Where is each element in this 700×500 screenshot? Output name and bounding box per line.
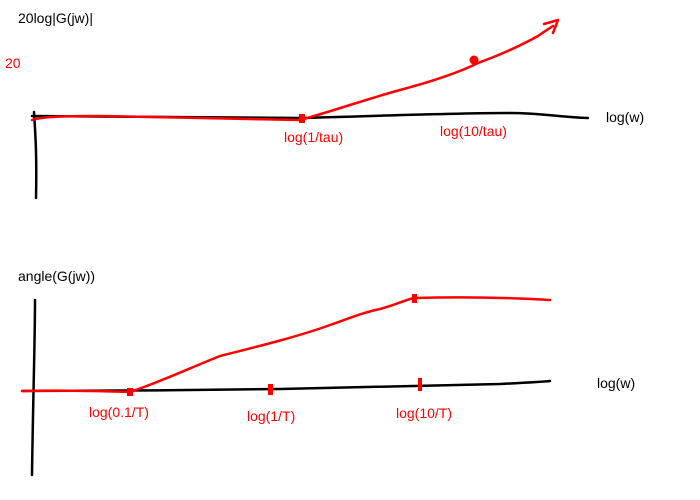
- magnitude-plot: 20log|G(jw)| 20 log(w) log(1/tau) log(10…: [5, 10, 644, 200]
- phase-y-axis: [30, 298, 37, 477]
- phase-tick-label-10-T: log(10/T): [396, 405, 452, 421]
- phase-marker-1-T: [268, 384, 273, 395]
- magnitude-y-tick-20: 20: [5, 55, 21, 71]
- phase-curve: [20, 296, 552, 394]
- phase-x-axis: [20, 379, 552, 393]
- magnitude-arrowhead: [542, 18, 560, 35]
- corner-frequency-marker: [299, 114, 305, 123]
- phase-marker-0.1-T: [127, 388, 133, 396]
- phase-plot: angle(G(jw)) log(w) log(0.1/T) log(1/T) …: [18, 268, 635, 477]
- phase-tick-label-1-T: log(1/T): [247, 408, 295, 424]
- phase-y-label: angle(G(jw)): [18, 268, 95, 284]
- magnitude-curve: [30, 24, 555, 122]
- phase-tick-label-0.1-T: log(0.1/T): [89, 404, 149, 420]
- decade-marker: [469, 55, 479, 65]
- phase-x-label: log(w): [597, 375, 635, 391]
- magnitude-y-axis: [32, 110, 38, 200]
- magnitude-x-label: log(w): [606, 109, 644, 125]
- magnitude-tick-label-10-tau: log(10/tau): [440, 123, 507, 139]
- magnitude-tick-label-1-tau: log(1/tau): [284, 129, 343, 145]
- phase-marker-10-T: [418, 378, 422, 391]
- magnitude-y-label: 20log|G(jw)|: [18, 10, 93, 26]
- phase-marker-top: [412, 294, 417, 303]
